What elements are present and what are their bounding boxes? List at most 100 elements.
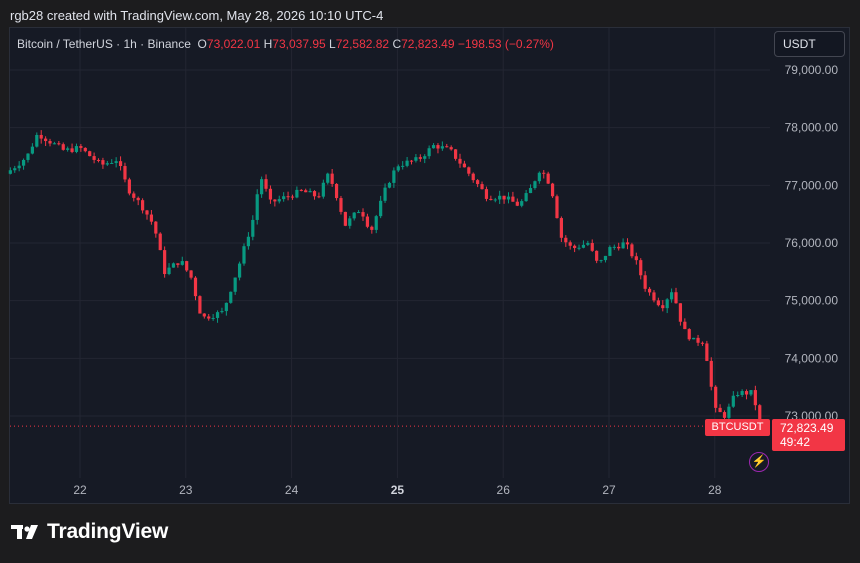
price-axis: 79,000.00 78,000.00 77,000.00 76,000.00 75,0… (785, 63, 839, 423)
candle-body (595, 250, 599, 261)
symbol-name: Bitcoin / TetherUS · 1h · Binance (17, 37, 191, 51)
candle-body (299, 189, 303, 191)
candle-body (687, 329, 691, 340)
candle-body (233, 277, 237, 292)
candle-body (577, 247, 581, 249)
candle-body (110, 162, 114, 164)
lightning-icon[interactable]: ⚡ (749, 452, 769, 472)
candle-body (489, 198, 493, 201)
candle-body (506, 196, 511, 200)
x-tick-label: 24 (285, 483, 299, 497)
candle-body (361, 212, 365, 217)
candle-body (423, 156, 427, 159)
tradingview-brand: TradingView (11, 520, 168, 544)
candle-body (326, 173, 330, 183)
candle-body (224, 302, 228, 312)
candle-body (740, 391, 744, 395)
candle-body (215, 312, 220, 318)
candle-body (211, 317, 215, 319)
low-label: L (329, 37, 336, 51)
candle-body (127, 179, 131, 194)
candle-body (101, 160, 105, 165)
candle-body (21, 159, 26, 166)
y-tick-label: 76,000.00 (785, 236, 839, 250)
candle-body (83, 147, 87, 152)
candle-body (290, 196, 295, 198)
y-tick-label: 78,000.00 (785, 121, 839, 135)
candle-body (718, 407, 722, 413)
candle-body (365, 216, 370, 227)
candle-body (114, 161, 118, 163)
candle-body (92, 156, 96, 160)
candle-body (202, 313, 206, 317)
candle-body (630, 244, 634, 257)
candle-body (471, 173, 475, 181)
y-tick-label: 79,000.00 (785, 63, 839, 77)
candle-body (683, 321, 687, 330)
candle-body (180, 261, 184, 265)
last-price-tag: 72,823.49 49:42 (772, 419, 845, 451)
candle-body (357, 212, 361, 214)
candle-body (480, 184, 484, 190)
candle-body (189, 270, 193, 278)
candle-body (568, 242, 572, 246)
candle-body (476, 180, 480, 185)
currency-button[interactable]: USDT (774, 31, 845, 57)
candle-body (555, 196, 559, 219)
candle-body (700, 342, 705, 344)
candle-body (573, 245, 577, 249)
low-value: 72,582.82 (335, 37, 390, 51)
candle-body (484, 189, 489, 199)
candle-body (498, 195, 502, 200)
candle-body (207, 316, 211, 319)
candle-body (185, 261, 189, 271)
open-value: 73,022.01 (206, 37, 261, 51)
candle-body (652, 292, 656, 301)
candle-body (255, 194, 259, 220)
candle-body (418, 157, 422, 159)
candle-body (277, 199, 281, 202)
candle-body (550, 183, 555, 197)
candle-body (661, 305, 665, 309)
candle-body (17, 165, 21, 169)
candle-body (590, 243, 594, 251)
candle-body (383, 187, 387, 201)
grid-lines (10, 28, 770, 478)
candle-body (339, 198, 343, 212)
candle-body (66, 148, 70, 150)
candle-body (431, 145, 436, 149)
candle-body (96, 159, 101, 161)
candle-body (79, 146, 83, 148)
candle-body (220, 311, 224, 313)
candle-body (493, 199, 497, 201)
candle-body (273, 199, 277, 202)
candle-body (511, 196, 515, 202)
candle-body (722, 412, 727, 418)
candle-body (105, 163, 109, 165)
candle-series (8, 130, 762, 428)
close-label: C (392, 37, 402, 51)
candle-body (352, 212, 356, 219)
candle-body (612, 246, 616, 248)
candle-body (321, 182, 325, 197)
tradingview-logo-icon (11, 521, 41, 543)
candle-body (665, 299, 669, 309)
candle-body (409, 160, 414, 162)
candle-body (445, 146, 449, 148)
candle-body (13, 168, 17, 171)
candle-body (753, 390, 757, 406)
candle-body (118, 161, 123, 167)
candle-body (387, 182, 392, 188)
candle-body (237, 263, 242, 278)
x-tick-label: 23 (179, 483, 193, 497)
candle-body (533, 181, 537, 189)
candle-body (123, 166, 127, 180)
candle-body (714, 386, 718, 408)
candle-body (268, 188, 273, 200)
x-tick-label: 28 (708, 483, 722, 497)
candle-body (462, 163, 467, 168)
candle-body (48, 141, 52, 144)
candle-body (396, 166, 400, 171)
chart-credit: rgb28 created with TradingView.com, May … (10, 8, 384, 23)
